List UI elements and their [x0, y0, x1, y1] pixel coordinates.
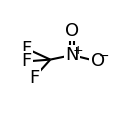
Text: N: N: [65, 46, 79, 64]
Text: +: +: [73, 44, 84, 57]
Text: F: F: [22, 52, 32, 70]
Text: F: F: [29, 69, 39, 87]
Text: F: F: [22, 40, 32, 58]
Text: O: O: [65, 21, 79, 40]
Text: O: O: [91, 52, 105, 70]
Text: −: −: [99, 50, 109, 63]
